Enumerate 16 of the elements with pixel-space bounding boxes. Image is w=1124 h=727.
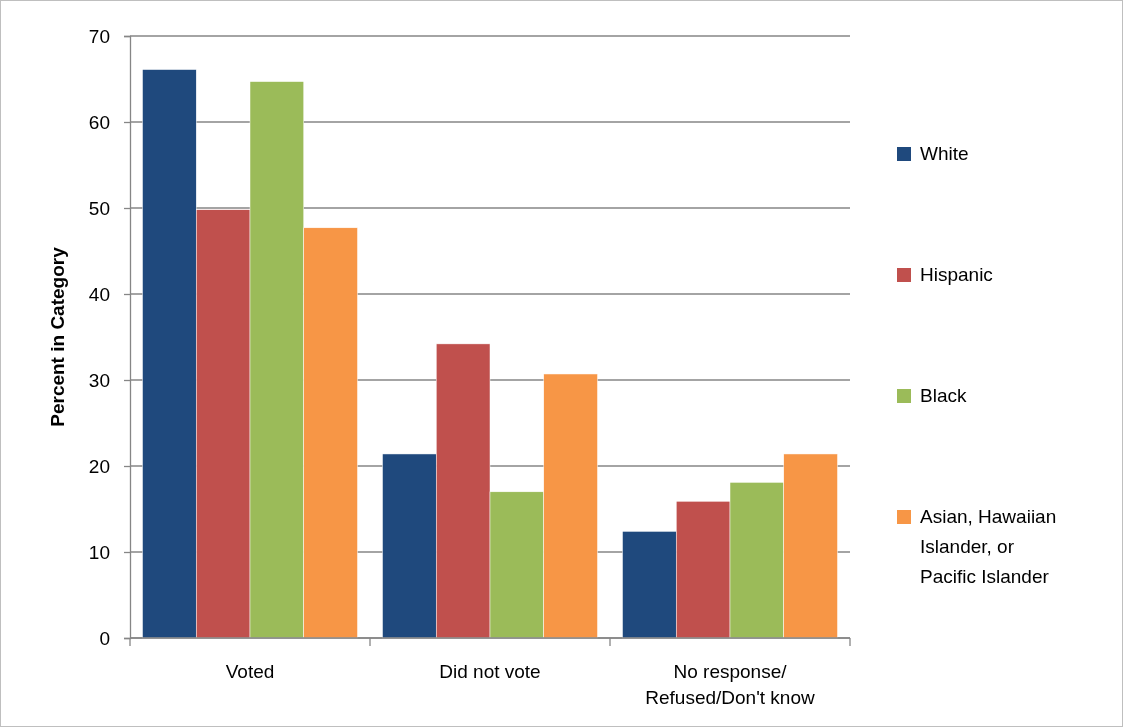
y-tick-label: 70 [88,25,110,47]
y-tick-label: 20 [88,455,110,477]
x-tick-label: Did not vote [439,661,541,682]
y-tick-label: 30 [88,369,110,391]
y-tick-label: 10 [88,541,110,563]
y-tick-label: 50 [88,197,110,219]
y-tick-label: 60 [88,111,110,133]
x-tick-label: Voted [225,661,275,682]
x-tick-label: No response/ Refused/Don't know [645,661,815,708]
y-tick-label: 40 [88,283,110,305]
legend-label: Hispanic [920,264,993,285]
y-tick-label: 0 [99,627,110,649]
legend-label: Asian, Hawaiian Islander, or Pacific Islander [920,506,1057,587]
y-axis-title: Percent in Category [47,246,68,427]
legend-label: White [920,143,969,164]
legend-label: Black [920,385,967,406]
